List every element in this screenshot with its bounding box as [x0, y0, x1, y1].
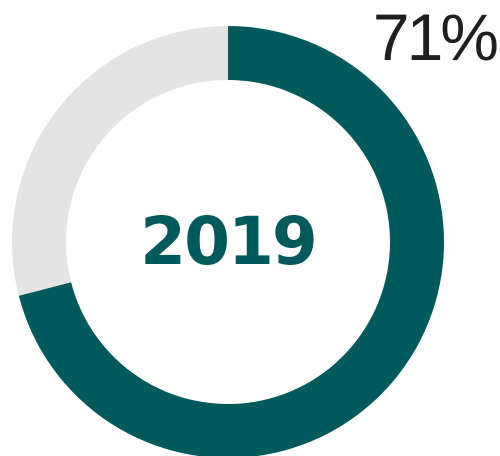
donut-slices [11, 26, 444, 456]
center-year-label: 2019 [140, 203, 318, 280]
percentage-label: 71% [372, 0, 499, 74]
donut-slice-1 [11, 26, 228, 296]
